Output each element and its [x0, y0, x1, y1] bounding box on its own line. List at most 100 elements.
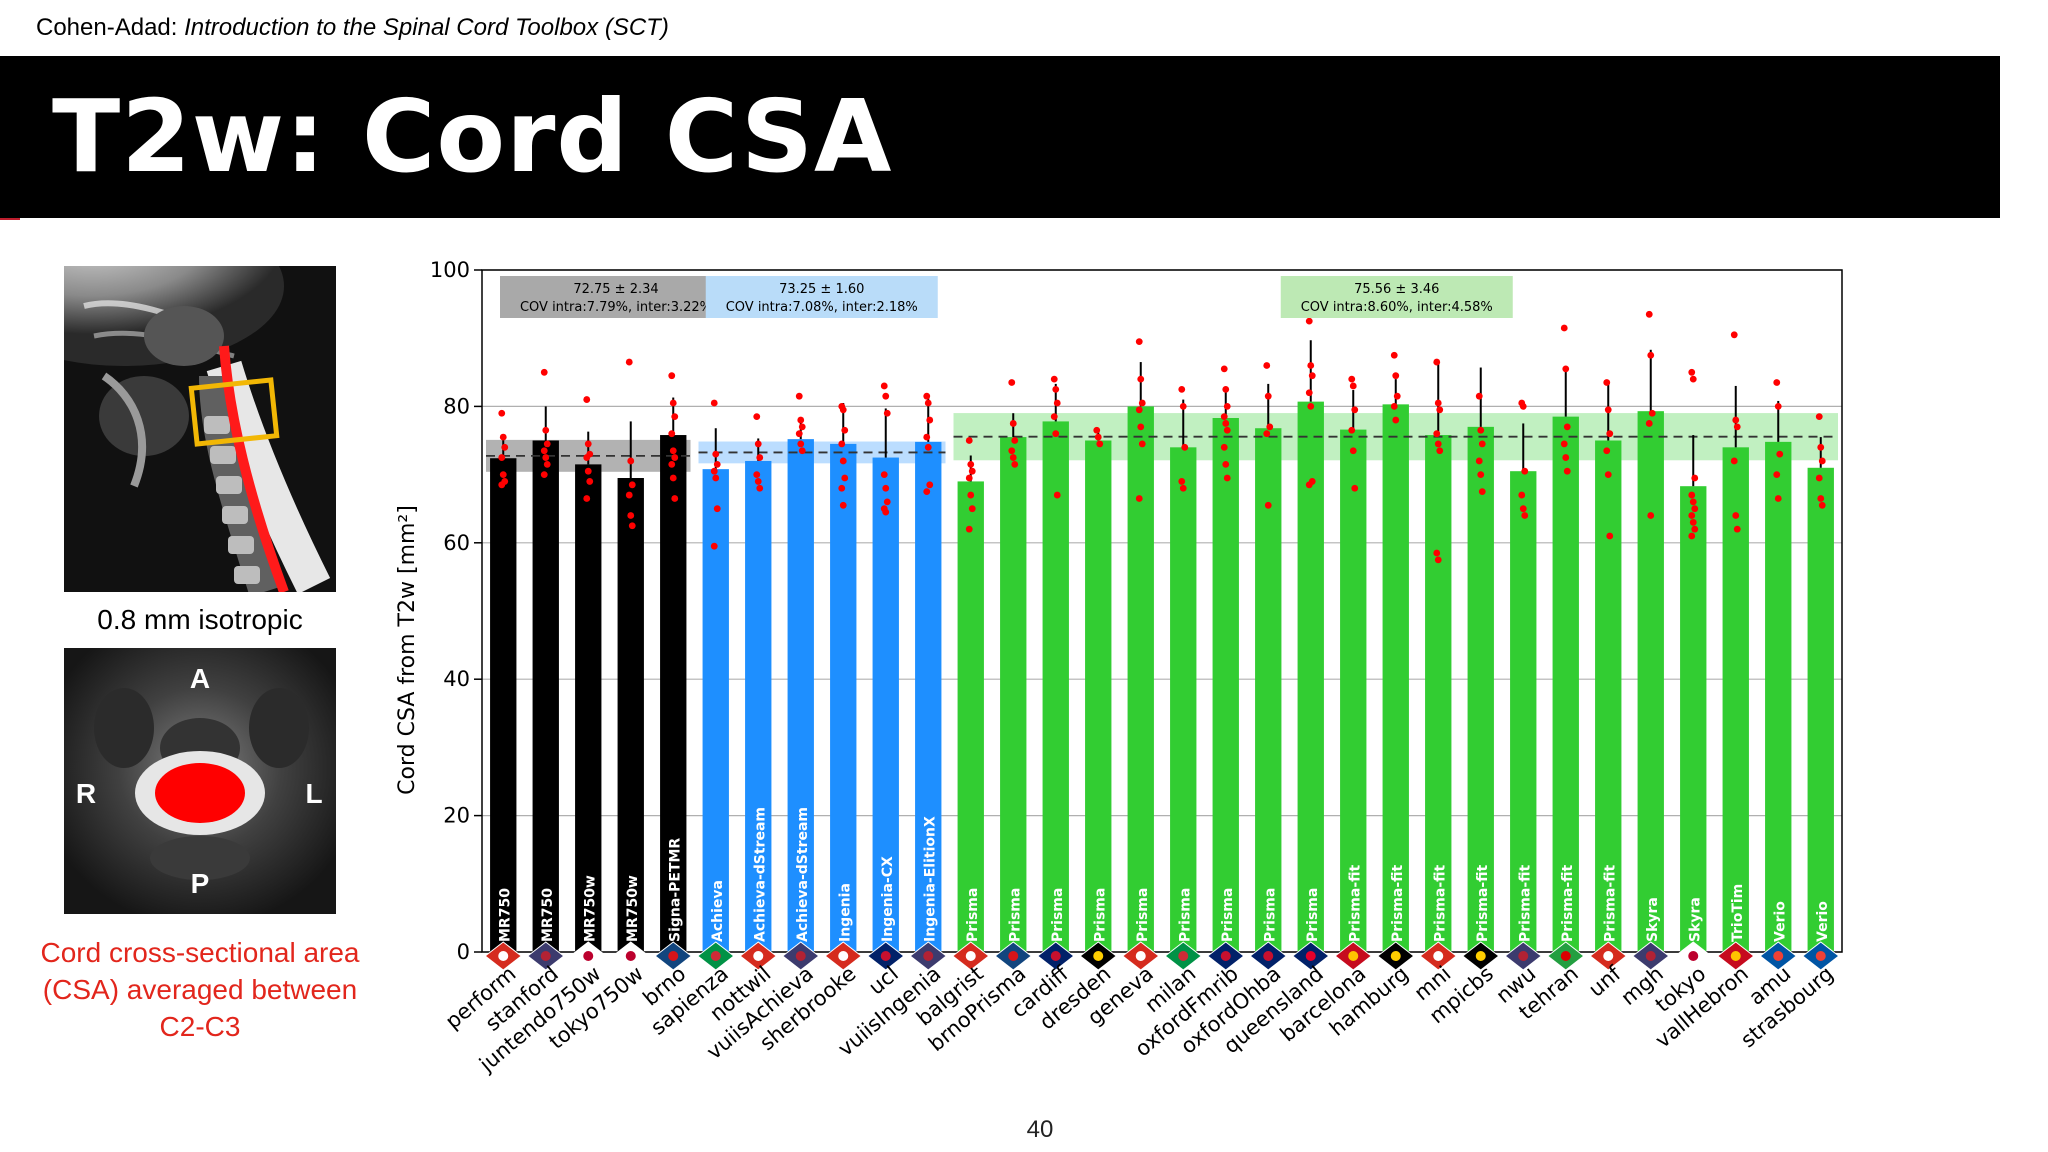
data-point: [924, 443, 932, 451]
data-point: [1604, 406, 1612, 414]
flag-emblem: [540, 951, 551, 961]
model-label: Ingenia: [837, 883, 853, 942]
data-point: [669, 399, 677, 407]
data-point: [1351, 406, 1359, 414]
data-point: [1732, 512, 1740, 519]
data-point: [797, 440, 805, 448]
data-point: [753, 471, 761, 478]
data-point: [1818, 457, 1826, 465]
axial-label-anterior: A: [190, 663, 210, 694]
data-point: [1562, 365, 1570, 373]
flag-emblem: [1305, 951, 1316, 961]
model-label: Prisma-fit: [1560, 864, 1576, 942]
csa-bar-chart: Cord CSA from T2w [mm²] 0 20 40 60 80 100 MR75…: [395, 258, 1843, 1077]
data-point: [1773, 379, 1781, 386]
model-label: Prisma: [1135, 888, 1151, 942]
data-point: [1519, 403, 1527, 410]
bar-mni: [1425, 435, 1452, 952]
data-point: [968, 467, 976, 475]
model-label: Prisma: [965, 888, 981, 942]
data-point: [1774, 495, 1782, 502]
data-point: [1818, 501, 1826, 509]
data-point: [1688, 512, 1696, 519]
data-point: [1011, 437, 1019, 444]
data-point: [499, 433, 507, 441]
bar-vuiisIngenia: [915, 441, 942, 952]
data-point: [1138, 440, 1146, 448]
data-point: [1689, 498, 1697, 506]
data-point: [1434, 556, 1442, 564]
data-point: [1305, 389, 1313, 397]
model-label: Verio: [1815, 901, 1831, 942]
bar-tokyo: [1680, 486, 1707, 952]
data-point: [967, 460, 975, 468]
data-point: [798, 447, 806, 455]
flag-emblem: [1433, 951, 1444, 961]
bar-milan: [1170, 447, 1197, 952]
page-number: 40: [1026, 1116, 1054, 1143]
data-point: [1645, 420, 1653, 427]
data-point: [838, 484, 846, 492]
y-axis-label: Cord CSA from T2w [mm²]: [395, 505, 420, 795]
data-point: [1011, 460, 1019, 468]
y-tick-label: 60: [443, 531, 470, 555]
axial-label-right: R: [76, 778, 96, 809]
data-point: [1606, 532, 1614, 540]
data-point: [1604, 471, 1612, 478]
model-label: Prisma: [1305, 888, 1321, 942]
bar-juntendo750w: [575, 464, 602, 952]
data-point: [1094, 433, 1102, 441]
data-point: [839, 406, 847, 414]
data-point: [1178, 478, 1186, 485]
flag-emblem: [1178, 951, 1189, 961]
data-point: [839, 457, 847, 465]
flag-emblem: [1050, 951, 1061, 961]
data-point: [1264, 501, 1272, 509]
data-point: [754, 440, 762, 448]
data-point: [1477, 426, 1485, 434]
annotation-cov-Philips: COV intra:7.08%, inter:2.18%: [726, 300, 918, 315]
data-point: [710, 467, 718, 475]
data-point: [1817, 495, 1825, 502]
data-point: [1307, 362, 1315, 369]
flag-emblem: [1730, 951, 1741, 961]
flag-emblem: [583, 951, 594, 961]
data-point: [756, 454, 764, 461]
data-point: [965, 437, 973, 444]
data-point: [883, 409, 891, 417]
data-point: [1688, 532, 1696, 540]
data-point: [1179, 403, 1187, 410]
data-point: [542, 454, 550, 461]
data-point: [1519, 505, 1527, 513]
data-point: [713, 460, 721, 468]
data-point: [1560, 324, 1568, 332]
data-point: [1475, 392, 1483, 400]
flag-emblem: [1008, 951, 1019, 961]
data-point: [1050, 375, 1058, 383]
y-tick-label: 40: [443, 667, 470, 691]
data-point: [710, 542, 718, 550]
data-point: [798, 423, 806, 431]
data-point: [1691, 474, 1699, 482]
data-point: [1181, 443, 1189, 451]
slide-header: Cohen-Adad: Introduction to the Spinal C…: [36, 14, 669, 42]
model-label: Skyra: [1687, 897, 1703, 942]
data-point: [880, 471, 888, 478]
flag-emblem: [1645, 951, 1656, 961]
model-label: Skyra: [1645, 897, 1661, 942]
flag-emblem: [1475, 951, 1486, 961]
data-point: [1434, 399, 1442, 407]
data-point: [628, 522, 636, 530]
model-label: Ingenia-CX: [880, 856, 896, 942]
flag-emblem: [668, 951, 679, 961]
model-label: Prisma-fit: [1432, 864, 1448, 942]
data-point: [1647, 512, 1655, 519]
data-point: [923, 433, 931, 441]
data-point: [1688, 491, 1696, 499]
bar-balgrist: [957, 481, 984, 952]
model-label: MR750w: [625, 875, 641, 942]
data-point: [1137, 375, 1145, 383]
flag-emblem: [1093, 951, 1104, 961]
data-point: [1009, 420, 1017, 427]
data-point: [1009, 454, 1017, 461]
